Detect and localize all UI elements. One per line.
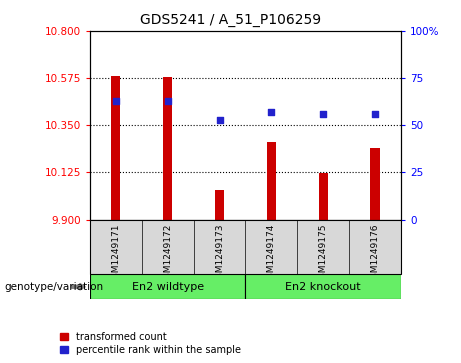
Legend: transformed count, percentile rank within the sample: transformed count, percentile rank withi… — [60, 331, 241, 355]
Bar — [267, 142, 276, 220]
Bar — [371, 148, 380, 220]
Text: GSM1249173: GSM1249173 — [215, 224, 224, 285]
Text: En2 wildtype: En2 wildtype — [132, 282, 204, 292]
Point — [268, 109, 275, 115]
Text: GSM1249171: GSM1249171 — [111, 224, 120, 285]
Text: En2 knockout: En2 knockout — [285, 282, 361, 292]
Point — [216, 117, 223, 122]
Point — [112, 98, 119, 103]
Bar — [319, 174, 328, 220]
Text: GSM1249174: GSM1249174 — [267, 224, 276, 284]
Text: GSM1249172: GSM1249172 — [163, 224, 172, 284]
Text: GSM1249176: GSM1249176 — [371, 224, 380, 285]
Point — [164, 98, 171, 103]
Point — [319, 111, 327, 117]
Point — [372, 111, 379, 117]
Text: GDS5241 / A_51_P106259: GDS5241 / A_51_P106259 — [140, 13, 321, 27]
Text: GSM1249175: GSM1249175 — [319, 224, 328, 285]
Bar — [163, 77, 172, 220]
Bar — [111, 76, 120, 220]
Bar — [215, 190, 224, 220]
Bar — [245, 274, 401, 299]
Bar — [90, 274, 245, 299]
Text: genotype/variation: genotype/variation — [5, 282, 104, 292]
